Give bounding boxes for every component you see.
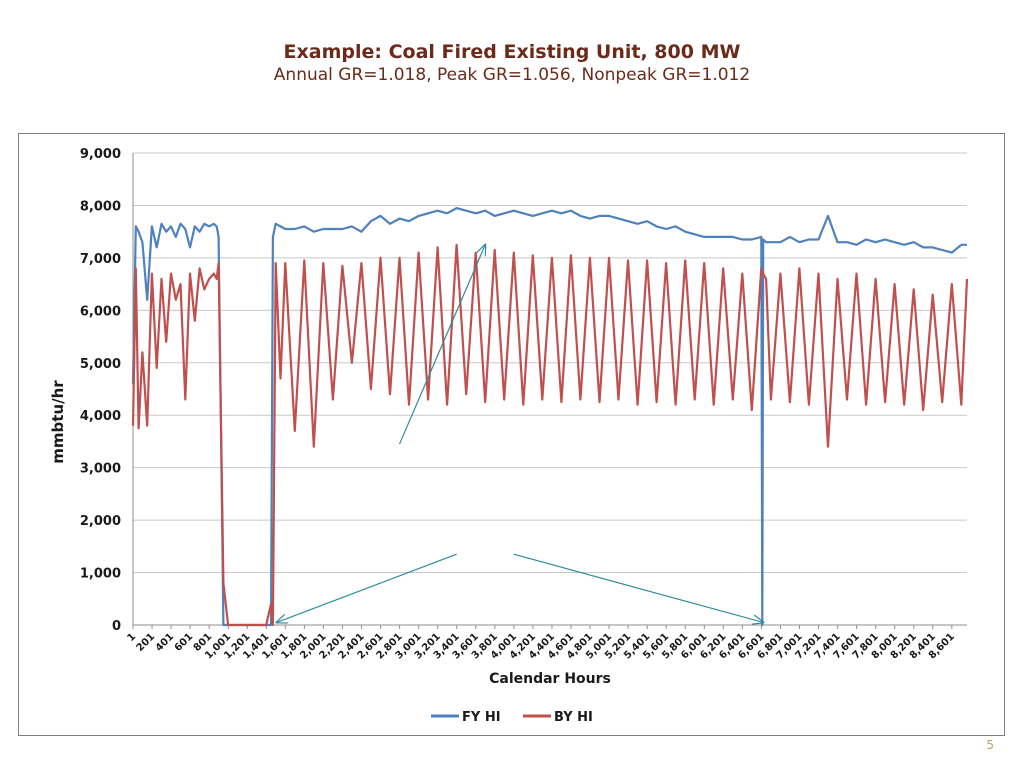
y-tick-label: 0 <box>112 619 121 634</box>
y-axis-label: mmbtu/hr <box>49 380 67 464</box>
annotation-arrow <box>277 553 457 622</box>
legend-label-fy-hi: FY HI <box>462 710 501 725</box>
slide-subtitle: Annual GR=1.018, Peak GR=1.056, Nonpeak … <box>273 65 751 85</box>
chart-svg: 0 1,000 2,000 3,000 4,000 5,000 6,000 7,000 8,00… <box>49 147 969 725</box>
y-tick-label: 5,000 <box>80 357 121 372</box>
series-lines <box>131 206 969 627</box>
x-tick-label: 601 <box>173 631 196 654</box>
y-tick-label: 2,000 <box>80 514 121 529</box>
y-tick-label: 8,000 <box>80 199 121 214</box>
y-tick-labels: 0 1,000 2,000 3,000 4,000 5,000 6,000 7,000 8,00… <box>80 147 121 634</box>
annotation-arrow <box>513 553 763 622</box>
x-tick-label: 401 <box>154 631 177 654</box>
series-line-by-hi <box>131 243 969 627</box>
x-tick-labels: 12014016018011,0011,2011,4011,6011,8012,… <box>125 625 957 661</box>
y-tick-label: 1,000 <box>80 567 121 582</box>
legend-label-by-hi: BY HI <box>554 710 593 725</box>
y-tick-label: 9,000 <box>80 147 121 162</box>
x-tick-label: 1 <box>125 631 138 644</box>
gridlines <box>132 152 967 626</box>
annotation-arrow <box>398 245 486 445</box>
y-tick-label: 6,000 <box>80 304 121 319</box>
y-tick-label: 4,000 <box>80 409 121 424</box>
x-tick-label: 201 <box>135 631 158 654</box>
slide-title: Example: Coal Fired Existing Unit, 800 M… <box>283 41 741 63</box>
chart-frame: 0 1,000 2,000 3,000 4,000 5,000 6,000 7,000 8,00… <box>18 133 1005 736</box>
x-axis-label: Calendar Hours <box>489 671 611 687</box>
annotations <box>277 245 764 623</box>
series-line-fy-hi <box>131 206 967 627</box>
y-tick-label: 3,000 <box>80 462 121 477</box>
title-block: Example: Coal Fired Existing Unit, 800 M… <box>0 40 1024 86</box>
legend: FY HI BY HI <box>431 710 593 725</box>
page-number: 5 <box>986 738 994 752</box>
y-tick-label: 7,000 <box>80 252 121 267</box>
